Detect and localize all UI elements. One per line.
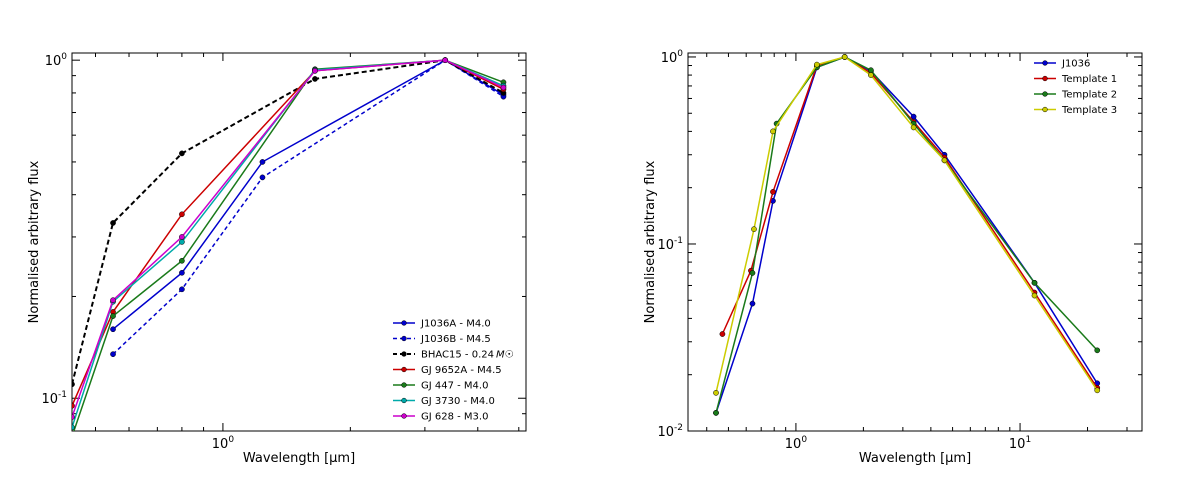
- x-axis-label: Wavelength [μm]: [859, 451, 971, 466]
- x-tick-label: 100: [212, 435, 235, 452]
- legend-entry: GJ 9652A - M4.5: [421, 365, 502, 376]
- data-point: [719, 331, 726, 337]
- legend-entry: Template 3: [1061, 105, 1117, 116]
- legend-marker: [401, 397, 407, 404]
- series-line: [715, 56, 1098, 393]
- data-point: [72, 414, 75, 420]
- legend: J1036A - M4.0 J1036B - M4.5 BHAC15 - 0.24 M…: [393, 319, 514, 423]
- data-point: [179, 211, 185, 218]
- legend-marker: [1042, 106, 1048, 113]
- y-tick-label: 10-2: [657, 423, 683, 440]
- data-point: [770, 188, 776, 195]
- series-line: [72, 59, 504, 385]
- legend-entry: J1036: [1061, 59, 1090, 70]
- legend-entry: GJ 628 - M3.0: [421, 412, 488, 423]
- legend-marker: [401, 413, 407, 419]
- plot-frame: [71, 52, 527, 432]
- data-point: [910, 124, 917, 131]
- legend-marker: [401, 351, 407, 357]
- data-point: [110, 297, 116, 304]
- series-line: [715, 56, 1098, 414]
- data-point: [312, 76, 318, 82]
- data-point: [312, 67, 318, 74]
- data-point: [713, 410, 719, 416]
- series-group: [69, 57, 507, 439]
- chart-left-flux-comparison: 100 10-1 100 Wavelength [μm] Normalised arbi…: [27, 52, 527, 466]
- data-point: [941, 157, 948, 164]
- data-point: [749, 270, 756, 276]
- y-axis-label: Normalised arbitrary flux: [643, 160, 658, 323]
- legend-marker: [401, 320, 407, 326]
- data-point: [179, 257, 185, 264]
- series-line: [715, 56, 1098, 414]
- x-tick-label: 100: [785, 435, 808, 452]
- legend-entry: Template 2: [1061, 90, 1117, 101]
- y-tick-label: 100: [661, 49, 684, 66]
- legend-entry: J1036A - M4.0: [420, 319, 491, 330]
- legend-entry: J1036B - M4.5: [420, 334, 491, 345]
- legend-marker: [401, 335, 407, 342]
- data-point: [72, 381, 75, 388]
- y-tick-label: 10-1: [657, 236, 683, 253]
- series-line: [112, 59, 504, 330]
- data-point: [110, 351, 116, 358]
- legend-entry: BHAC15 - 0.24 M☉: [421, 350, 514, 361]
- data-point: [868, 67, 874, 74]
- legend: J1036 Template 1 Template 2 Template 3: [1034, 59, 1117, 116]
- legend-entry: GJ 3730 - M4.0: [421, 396, 495, 407]
- series-line: [72, 59, 504, 418]
- y-tick-label: 10-1: [41, 390, 67, 407]
- y-axis-ticks: [688, 56, 1142, 432]
- data-point: [751, 226, 757, 233]
- legend-marker: [1042, 91, 1048, 97]
- data-point: [749, 300, 756, 307]
- data-point: [110, 220, 116, 226]
- legend-marker: [1042, 75, 1048, 82]
- data-point: [72, 424, 75, 431]
- data-point: [814, 61, 820, 68]
- legend-marker: [401, 382, 407, 388]
- data-point: [1094, 387, 1101, 394]
- data-point: [110, 313, 116, 319]
- data-point: [259, 159, 266, 165]
- data-point: [713, 389, 719, 396]
- data-point: [179, 239, 185, 245]
- data-point: [442, 57, 449, 64]
- legend-entry: GJ 447 - M4.0: [421, 381, 488, 392]
- data-point: [179, 234, 185, 240]
- data-point: [910, 113, 917, 120]
- x-axis-ticks: [706, 53, 1128, 431]
- chart-right-template-fit: 100 101 10-2 10-1 100 Wavelength [μm] Normalis…: [643, 49, 1143, 466]
- x-axis-label: Wavelength [μm]: [243, 451, 355, 466]
- x-tick-label: 101: [1009, 435, 1031, 452]
- y-axis-label: Normalised arbitrary flux: [27, 160, 42, 323]
- data-point: [770, 128, 776, 135]
- series-line: [112, 59, 504, 355]
- plot-frame: [687, 52, 1143, 432]
- series-line: [721, 56, 1098, 389]
- data-point: [72, 402, 75, 409]
- data-point: [868, 72, 874, 78]
- data-point: [69, 434, 74, 439]
- data-point: [841, 54, 848, 60]
- data-point: [500, 84, 507, 91]
- data-point: [259, 174, 266, 181]
- data-point: [110, 326, 116, 333]
- series-group: [713, 54, 1101, 416]
- data-point: [1031, 279, 1038, 286]
- data-point: [1094, 347, 1101, 354]
- data-point: [179, 150, 185, 157]
- legend-marker: [1042, 60, 1048, 66]
- legend-marker: [401, 366, 407, 373]
- y-tick-label: 100: [45, 52, 68, 69]
- data-point: [179, 286, 185, 293]
- legend-entry: Template 1: [1061, 74, 1117, 85]
- data-point: [1031, 292, 1038, 299]
- x-axis-ticks: [94, 53, 520, 431]
- data-point: [179, 269, 185, 276]
